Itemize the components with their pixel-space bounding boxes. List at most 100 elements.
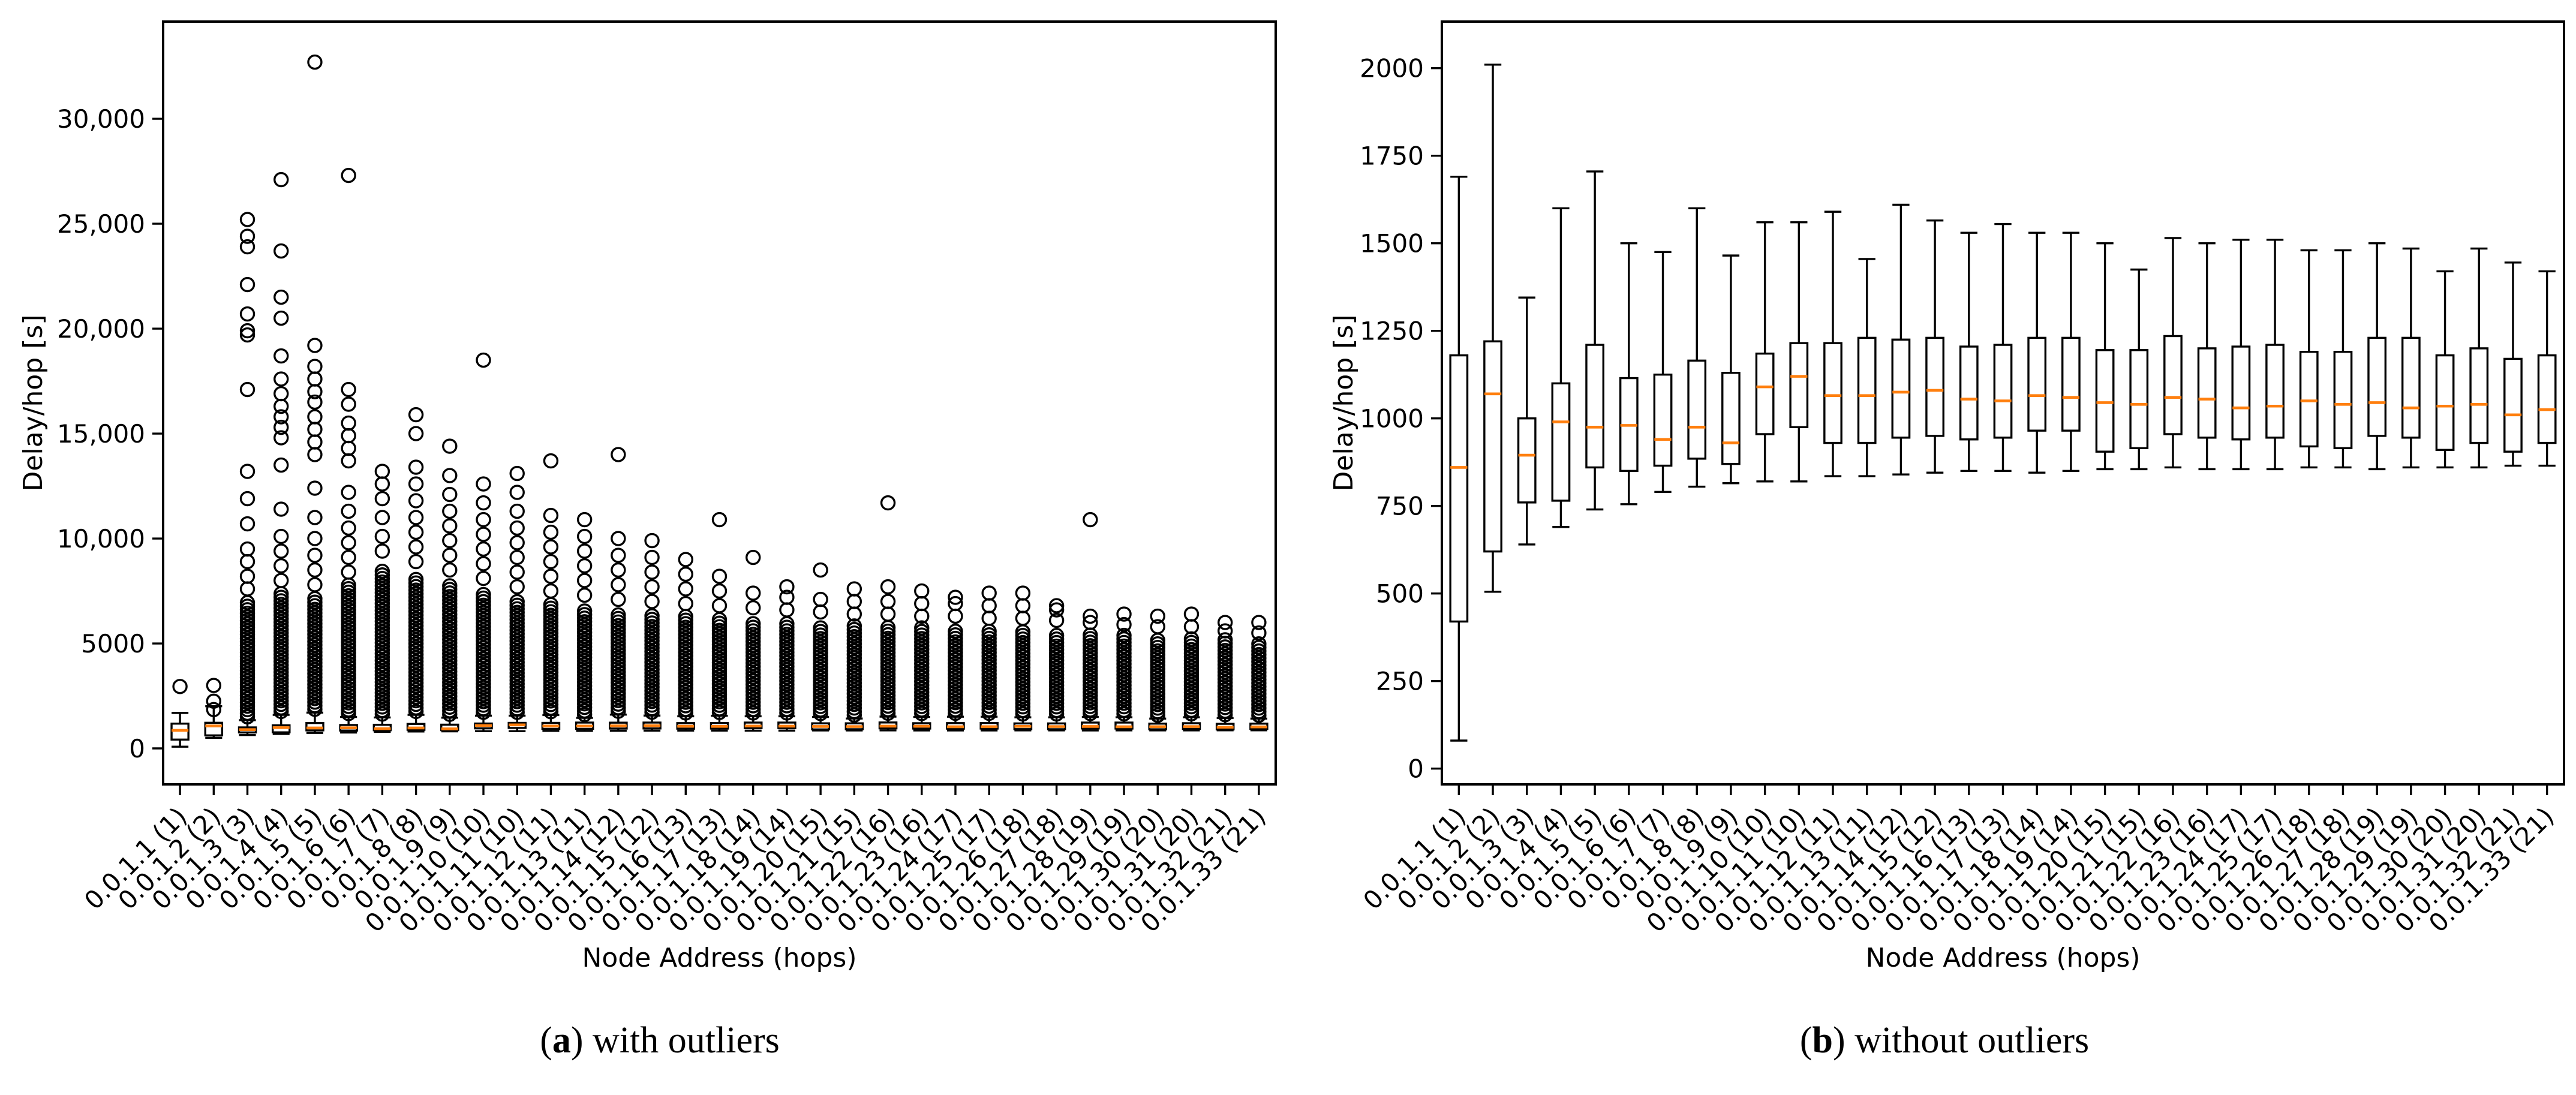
box-group [811,715,830,732]
panel-a: 0500010,00015,00020,00025,00030,0000.0.1… [18,20,1277,973]
box [1483,340,1502,553]
box-group [1857,258,1877,477]
box-group [1047,716,1066,732]
outlier-point [341,535,356,550]
caption-a-label: (a) [540,1020,583,1061]
outlier-point [206,693,222,709]
outlier-point [1083,615,1098,630]
outlier-point [1083,512,1098,528]
outlier-point [813,591,828,607]
outlier-column [711,512,728,720]
box-group [2333,249,2353,469]
outlier-point [1015,610,1031,626]
box-group [1687,207,1707,488]
outlier-point [1116,616,1132,633]
outlier-point [509,549,525,565]
outlier-point [239,491,256,507]
outlier-column [341,167,356,721]
outlier-point [846,618,862,634]
outlier-point [576,512,593,528]
outlier-point [307,422,323,437]
box-group [946,715,965,732]
outlier-point [341,428,356,444]
outlier-point [1048,602,1065,618]
box-group [1993,222,2013,473]
outlier-point [880,606,896,622]
y-tick-label: 5000 [81,629,145,658]
box-group [2095,242,2115,471]
box-group [204,705,224,739]
outlier-point [880,594,896,609]
box-group [1148,717,1168,732]
outlier-point [509,520,525,536]
outlier-point [611,447,626,462]
outlier-point [611,548,626,563]
outlier-column [1251,615,1267,723]
box-group [2061,231,2081,473]
outlier-point [239,541,256,557]
box [2299,351,2319,448]
outlier-column [408,407,424,720]
outlier-point [341,453,356,469]
outlier-point [273,243,289,259]
outlier-point [307,480,323,496]
outlier-point [711,583,728,599]
outlier-point [543,583,559,599]
outlier-point [678,595,693,612]
outlier-point [543,553,559,570]
outlier-point [273,419,289,435]
outlier-point [341,485,356,500]
outlier-point [341,549,356,565]
box-group [1081,715,1100,732]
box-group [1891,203,1911,476]
box [1551,382,1571,502]
box-group [2163,237,2183,469]
outlier-point [543,453,559,469]
outlier-point [307,434,323,450]
caption-a-letter: a [552,1020,571,1061]
outlier-column [981,585,997,721]
outlier-point [476,556,491,571]
box-group [2231,239,2251,471]
outlier-point [307,577,323,592]
outlier-point [1251,636,1267,652]
box [1721,372,1741,465]
caption-b-label: (b) [1800,1020,1845,1061]
box-group [844,717,864,732]
box [2367,336,2387,437]
outlier-point [1048,628,1065,643]
outlier-point [644,608,660,624]
outlier-point [576,558,593,574]
box-group [2299,249,2319,469]
outlier-point [644,594,660,609]
box [2537,354,2557,444]
box-group [1653,251,1673,494]
box-group [305,711,324,734]
box [2163,335,2183,435]
box-group [1114,716,1134,732]
outlier-point [611,577,626,592]
outlier-point [408,407,424,423]
outlier-column [1150,608,1165,723]
outlier-point [307,548,323,563]
outlier-point [341,503,356,519]
box [1517,417,1537,504]
outlier-point [576,587,593,603]
outlier-point [341,415,356,431]
outlier-point [273,573,289,588]
outlier-point [341,564,356,580]
box-group [1013,716,1033,732]
box [1823,342,1842,444]
outlier-point [711,568,728,584]
outlier-point [239,581,256,597]
outlier-point [239,553,256,570]
box-group [1823,210,1842,477]
outlier-point [1048,598,1065,613]
outlier-point [576,603,593,619]
outlier-column [1015,585,1031,722]
box-group [1959,231,1979,473]
outlier-column [273,172,289,720]
outlier-point [914,595,930,612]
